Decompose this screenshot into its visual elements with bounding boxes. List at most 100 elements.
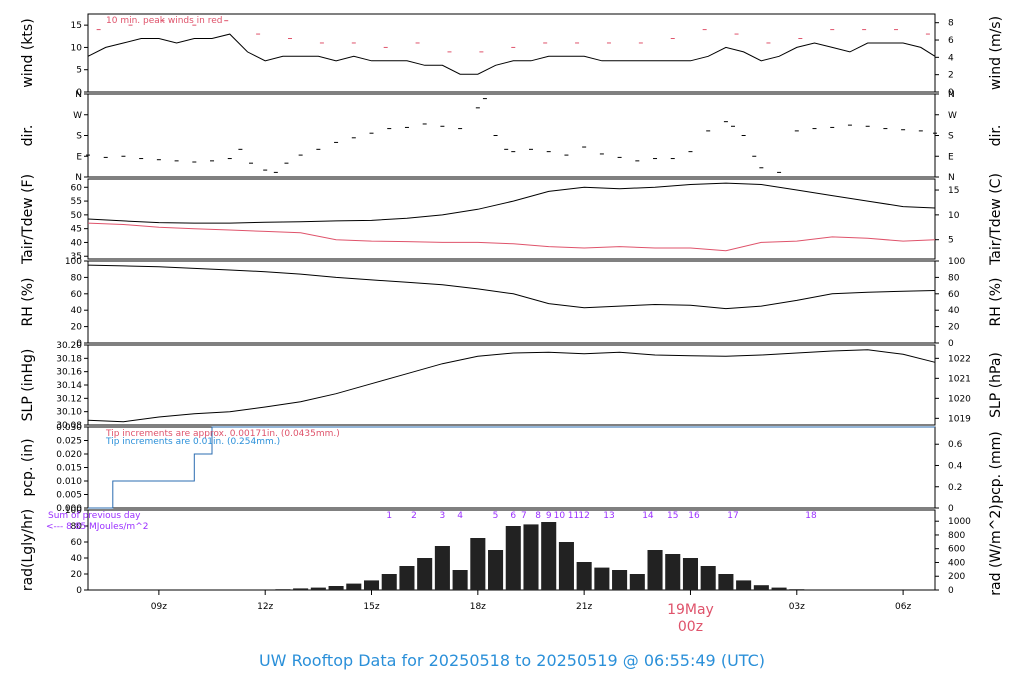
wind-ylabel-right: wind (m/s)	[988, 16, 1004, 90]
temp-rtick-label: 10	[948, 211, 960, 221]
pcp-rtick-label: 0.6	[948, 440, 963, 450]
rh-frame	[87, 260, 936, 344]
rad-bar	[470, 538, 486, 590]
rad-hour-label: 1	[386, 511, 392, 521]
rad-rtick-label: 800	[948, 531, 965, 541]
x-tick-label: 03z	[789, 602, 805, 612]
rh-rtick-label: 100	[948, 257, 965, 267]
rh-ytick-label: 20	[71, 323, 83, 333]
rad-hour-label: 10	[554, 511, 566, 521]
wind-rtick-label: 0	[948, 88, 954, 98]
pcp-ytick-label: 0.010	[56, 477, 82, 487]
rh-ylabel: RH (%)	[20, 278, 36, 327]
rad-hour-label: 16	[688, 511, 700, 521]
rad-sum-value: <--- 8.85 MJoules/m^2	[46, 522, 148, 532]
rad-hour-label: 18	[805, 511, 817, 521]
rad-rtick-label: 200	[948, 572, 965, 582]
rh-ytick-label: 80	[71, 273, 83, 283]
x-tick-label: 21z	[576, 602, 592, 612]
rh-ytick-label: 100	[65, 257, 82, 267]
rad-bar	[682, 558, 698, 590]
rad-bar	[647, 550, 663, 590]
slp-rtick-label: 1021	[948, 374, 971, 384]
pcp-rtick-label: 0.4	[948, 461, 963, 471]
rad-bar	[275, 589, 291, 590]
wind-series-line	[87, 33, 936, 75]
rad-bar	[753, 585, 769, 590]
rh-rtick-label: 80	[948, 273, 960, 283]
rh-ytick-label: 60	[71, 290, 83, 300]
rad-bar	[771, 587, 787, 590]
slp-ytick-label: 30.14	[56, 381, 82, 391]
rh-rtick-label: 0	[948, 339, 954, 349]
dir-rtick-label: E	[948, 152, 954, 162]
rad-hour-label: 8	[535, 511, 541, 521]
pcp-ylabel: pcp. (in)	[20, 438, 36, 496]
rad-bar	[505, 526, 521, 590]
rh-rtick-label: 40	[948, 306, 960, 316]
rad-hour-label: 6	[510, 511, 516, 521]
temp-ytick-label: 45	[71, 225, 82, 235]
rad-bar	[399, 566, 415, 590]
rad-bar	[363, 580, 380, 590]
rad-hour-label: 5	[493, 511, 499, 521]
dir-ylabel: dir.	[20, 125, 36, 147]
x-tick-label: 09z	[151, 602, 167, 612]
rad-hour-label: 2	[411, 511, 417, 521]
rad-bar	[558, 542, 574, 590]
pcp-series-line	[88, 426, 935, 509]
rad-bar	[293, 588, 309, 590]
temp-ytick-label: 40	[71, 238, 83, 248]
dir-frame	[87, 93, 936, 178]
wind-rtick-label: 6	[948, 36, 954, 46]
wind-frame	[87, 13, 936, 93]
rad-hour-label: 15	[667, 511, 678, 521]
wind-ytick-label: 5	[76, 66, 82, 76]
temp-rtick-label: 15	[948, 186, 959, 196]
rad-sum-label: Sum of previous day	[48, 511, 141, 521]
temp-ytick-label: 55	[71, 197, 82, 207]
pcp-ytick-label: 0.000	[56, 504, 82, 514]
temp-ylabel-right: Tair/Tdew (C)	[988, 173, 1004, 266]
rad-ytick-label: 40	[71, 554, 83, 564]
rh-ytick-label: 40	[71, 306, 83, 316]
rh-rtick-label: 60	[948, 290, 960, 300]
wind-ytick-label: 0	[76, 88, 82, 98]
wind-annotation: 10 min. peak winds in red	[106, 16, 223, 26]
dir-ytick-label: W	[73, 111, 82, 121]
rad-rtick-label: 400	[948, 558, 965, 568]
rad-bar	[310, 587, 326, 590]
rad-bar	[434, 546, 450, 590]
dir-rtick-label: S	[948, 132, 954, 142]
rad-bar	[736, 580, 752, 590]
temp-series-line	[87, 222, 936, 252]
dir-rtick-label: W	[948, 111, 957, 121]
wind-ylabel: wind (kts)	[20, 18, 36, 87]
rad-ylabel-right: rad (W/m^2)	[988, 504, 1004, 595]
wind-ytick-label: 10	[71, 43, 83, 53]
rh-rtick-label: 20	[948, 323, 960, 333]
rad-bar	[718, 574, 734, 590]
wind-rtick-label: 4	[948, 53, 954, 63]
temp-frame	[87, 178, 936, 260]
rad-bar	[541, 522, 557, 590]
x-tick-label: 18z	[470, 602, 486, 612]
rad-rtick-label: 600	[948, 545, 965, 555]
rad-bar	[789, 589, 805, 590]
x-tick-label: 06z	[895, 602, 911, 612]
rad-bar	[629, 574, 645, 590]
wind-ytick-label: 15	[71, 21, 82, 31]
slp-rtick-label: 1019	[948, 414, 971, 424]
temp-ylabel: Tair/Tdew (F)	[20, 174, 36, 265]
slp-ytick-label: 30.20	[56, 341, 82, 351]
rad-bar	[576, 562, 592, 590]
rad-ylabel: rad(Lgly/hr)	[20, 509, 36, 591]
pcp-rtick-label: 0.2	[948, 483, 962, 493]
rad-hour-label: 7	[521, 511, 527, 521]
rad-hour-label: 3	[440, 511, 446, 521]
rad-bar	[328, 586, 344, 590]
slp-ylabel: SLP (inHg)	[20, 349, 36, 422]
